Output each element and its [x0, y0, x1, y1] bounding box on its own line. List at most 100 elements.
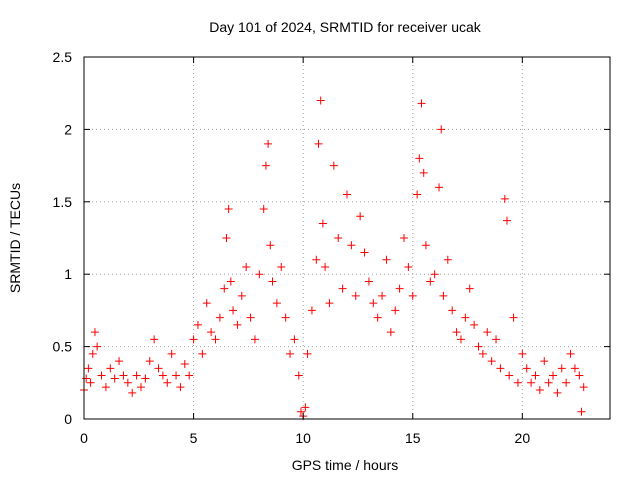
data-point — [518, 349, 527, 358]
data-point — [456, 335, 465, 344]
y-axis: 0 0.5 1 1.5 2 2.5 — [53, 49, 610, 427]
data-point — [101, 383, 110, 392]
data-point — [296, 407, 305, 416]
y-axis-label: SRMTID / TECUs — [7, 183, 23, 293]
data-point — [106, 364, 115, 373]
y-tick-label: 2 — [64, 121, 72, 137]
data-point — [437, 125, 446, 134]
x-tick-label: 0 — [80, 430, 88, 446]
data-point — [419, 168, 428, 177]
data-point — [128, 388, 137, 397]
data-point — [226, 277, 235, 286]
data-point — [502, 216, 511, 225]
data-point — [237, 291, 246, 300]
data-point — [261, 161, 270, 170]
data-point — [386, 328, 395, 337]
data-point — [579, 383, 588, 392]
data-point — [391, 306, 400, 315]
chart-title: Day 101 of 2024, SRMTID for receiver uca… — [209, 19, 482, 35]
data-point — [246, 313, 255, 322]
y-tick-label: 2.5 — [53, 49, 73, 65]
data-point — [496, 364, 505, 373]
data-point — [483, 328, 492, 337]
x-tick-label: 5 — [190, 430, 198, 446]
data-point — [443, 255, 452, 264]
x-tick-label: 20 — [515, 430, 531, 446]
data-point — [513, 378, 522, 387]
data-point — [82, 374, 91, 383]
data-points — [80, 96, 588, 421]
grid-lines — [84, 57, 610, 419]
data-point — [452, 328, 461, 337]
data-point — [378, 291, 387, 300]
data-point — [531, 371, 540, 380]
data-point — [417, 99, 426, 108]
data-point — [154, 364, 163, 373]
data-point — [233, 320, 242, 329]
data-point — [215, 313, 224, 322]
data-point — [478, 349, 487, 358]
data-point — [281, 313, 290, 322]
data-point — [286, 349, 295, 358]
data-point — [527, 378, 536, 387]
data-point — [268, 277, 277, 286]
y-tick-label: 0 — [64, 411, 72, 427]
data-point — [84, 364, 93, 373]
data-point — [301, 403, 310, 412]
data-point — [145, 357, 154, 366]
data-point — [307, 306, 316, 315]
data-point — [132, 371, 141, 380]
data-point — [255, 270, 264, 279]
y-tick-label: 1 — [64, 266, 72, 282]
data-point — [90, 328, 99, 337]
data-point — [220, 284, 229, 293]
data-point — [86, 378, 95, 387]
data-point — [435, 183, 444, 192]
data-point — [264, 139, 273, 148]
data-point — [110, 374, 119, 383]
data-point — [115, 357, 124, 366]
data-point — [176, 383, 185, 392]
data-point — [413, 190, 422, 199]
y-tick-label: 1.5 — [53, 194, 73, 210]
data-point — [369, 299, 378, 308]
data-point — [382, 255, 391, 264]
data-point — [549, 371, 558, 380]
data-point — [522, 364, 531, 373]
data-point — [540, 357, 549, 366]
data-point — [88, 349, 97, 358]
data-point — [167, 349, 176, 358]
data-point — [172, 371, 181, 380]
data-point — [492, 335, 501, 344]
data-point — [141, 374, 150, 383]
data-point — [93, 342, 102, 351]
data-point — [277, 262, 286, 271]
data-point — [329, 161, 338, 170]
x-axis: 0 5 10 15 20 — [80, 57, 530, 446]
data-point — [500, 194, 509, 203]
data-point — [505, 371, 514, 380]
data-point — [535, 386, 544, 395]
data-point — [163, 378, 172, 387]
data-point — [193, 320, 202, 329]
data-point — [415, 154, 424, 163]
data-point — [294, 371, 303, 380]
data-point — [316, 96, 325, 105]
data-point — [325, 299, 334, 308]
data-point — [448, 306, 457, 315]
data-point — [314, 139, 323, 148]
data-point — [487, 357, 496, 366]
data-point — [343, 190, 351, 199]
data-point — [577, 407, 586, 416]
data-point — [562, 378, 571, 387]
plot-frame — [83, 56, 611, 420]
data-point — [180, 359, 189, 368]
data-point — [123, 378, 132, 387]
data-point — [321, 262, 330, 271]
data-point — [242, 262, 251, 271]
data-point — [185, 371, 194, 380]
data-point — [509, 313, 518, 322]
x-tick-label: 10 — [295, 430, 311, 446]
data-point — [202, 299, 211, 308]
